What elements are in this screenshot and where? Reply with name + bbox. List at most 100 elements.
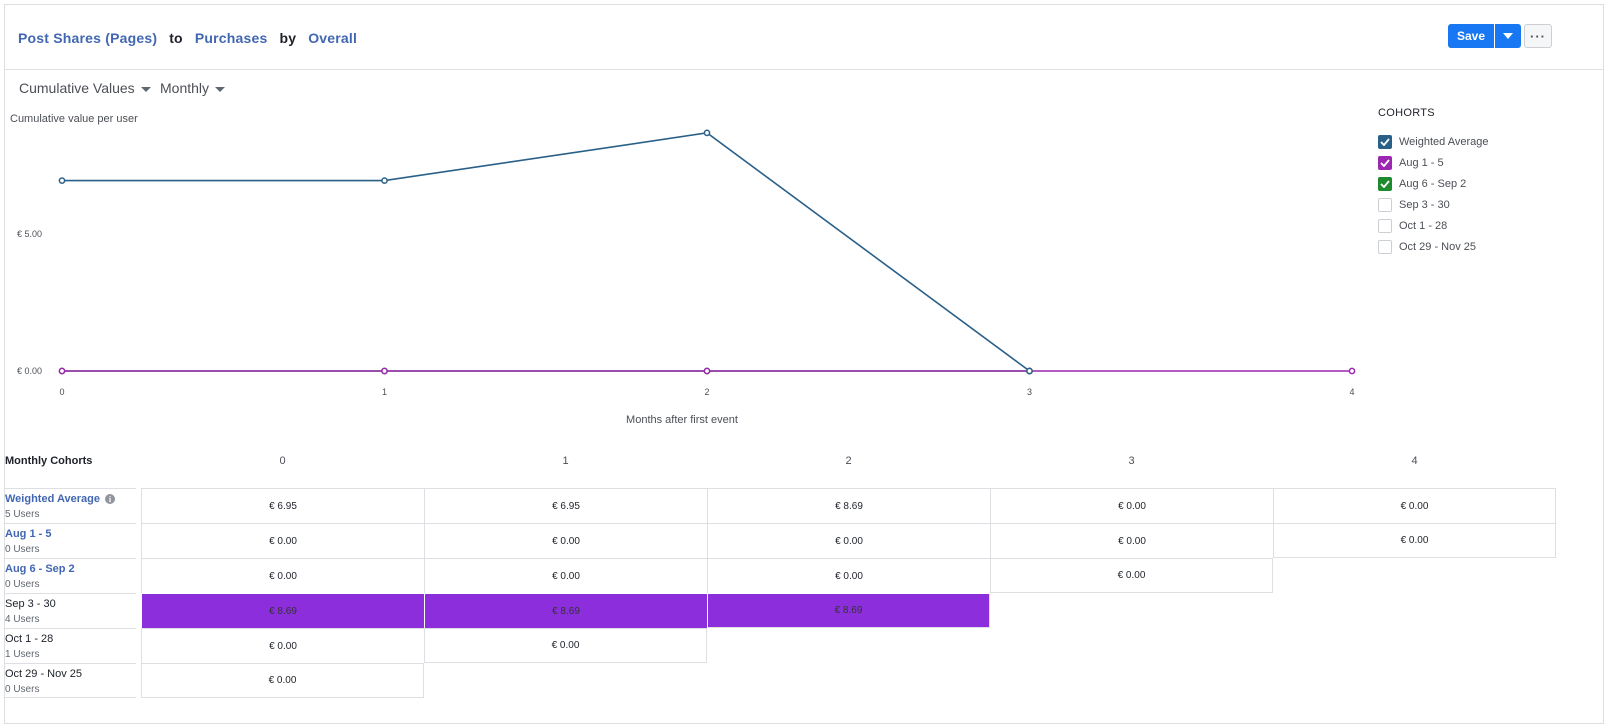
x-tick-label: 4 [1349,387,1354,397]
table-column-header: 4 [1411,455,1418,467]
cohort-name[interactable]: Aug 6 - Sep 2 [5,563,75,575]
cohort-user-count: 5 Users [5,509,40,520]
table-row-label[interactable]: Aug 1 - 5 0 Users [5,523,136,558]
x-tick-label: 0 [59,387,64,397]
table-row-label: Oct 1 - 28 1 Users [5,628,136,663]
table-column-header: 1 [562,455,569,467]
interval-label: Monthly [160,80,210,96]
table-row-label: Sep 3 - 30 4 Users [5,593,136,628]
table-cell: € 0.00 [141,663,424,698]
cohort-user-count: 4 Users [5,614,40,625]
x-axis-title: Months after first event [626,414,738,426]
data-point-aug-1-5[interactable] [58,367,66,375]
legend-checkbox[interactable] [1378,176,1392,191]
table-column-header: 3 [1128,455,1135,467]
legend-label: Sep 3 - 30 [1399,198,1450,211]
legend-label: Oct 29 - Nov 25 [1399,240,1477,253]
table-column-header: 0 [279,455,286,467]
x-tick-label: 2 [704,387,709,397]
table-cell: € 0.00 [141,628,424,663]
y-tick-label: € 5.00 [17,229,42,239]
save-button[interactable]: Save [1448,24,1494,48]
legend-item[interactable]: Aug 1 - 5 [1378,152,1489,173]
table-row-label[interactable]: Weighted Average i 5 Users [5,488,136,523]
legend-item[interactable]: Weighted Average [1378,131,1489,152]
table-cell: € 0.00 [141,523,424,558]
table-column-header: 2 [845,455,852,467]
chevron-down-icon [140,86,151,92]
report-header: Post Shares (Pages) to Purchases by Overall … [5,5,1603,70]
table-cell: € 8.69 [707,488,990,523]
cohort-user-count: 0 Users [5,544,40,555]
more-options-button[interactable]: ··· [1524,24,1552,48]
legend-checkbox[interactable] [1378,155,1392,170]
legend-item[interactable]: Oct 29 - Nov 25 [1378,236,1489,257]
legend-title: COHORTS [1378,107,1435,119]
x-tick-label: 1 [382,387,387,397]
table-row-label: Oct 29 - Nov 25 0 Users [5,663,136,698]
table-cell: € 8.69 [424,593,707,628]
legend-item[interactable]: Sep 3 - 30 [1378,194,1489,215]
value-mode-dropdown[interactable]: Cumulative Values [19,80,151,96]
table-cell: € 0.00 [707,523,990,558]
legend-label: Oct 1 - 28 [1399,219,1448,232]
cohort-name[interactable]: Aug 1 - 5 [5,528,52,540]
y-tick-label: € 0.00 [17,366,42,376]
legend-label: Weighted Average [1399,135,1489,148]
legend-item[interactable]: Oct 1 - 28 [1378,215,1489,236]
cohort-user-count: 0 Users [5,579,40,590]
legend-checkbox[interactable] [1378,218,1392,233]
cohort-user-count: 1 Users [5,649,40,660]
table-header-label: Monthly Cohorts [5,455,93,467]
table-cell: € 0.00 [990,488,1273,523]
table-cell: € 0.00 [1273,523,1556,558]
legend-checkbox[interactable] [1378,239,1392,254]
legend-checkbox[interactable] [1378,197,1392,212]
table-cell: € 8.69 [707,593,990,628]
table-cell: € 0.00 [707,558,990,593]
table-cell: € 8.69 [141,593,424,628]
table-cell: € 0.00 [990,558,1273,593]
info-icon[interactable]: i [104,494,115,505]
table-cell: € 0.00 [990,523,1273,558]
cohort-legend: COHORTS Weighted Average Aug 1 - 5 Aug 6 -… [1378,107,1489,257]
data-point-aug-1-5[interactable] [1348,367,1356,375]
checkmark-icon [1380,179,1390,188]
y-axis-title: Cumulative value per user [10,113,138,125]
data-point-weighted-average[interactable] [703,129,711,137]
legend-label: Aug 1 - 5 [1399,156,1444,169]
table-cell: € 0.00 [424,523,707,558]
save-options-button[interactable] [1495,24,1521,48]
chevron-down-icon [1503,33,1513,39]
cohort-name: Oct 1 - 28 [5,633,54,645]
table-cell: € 6.95 [141,488,424,523]
table-cell: € 0.00 [424,558,707,593]
table-row-label[interactable]: Aug 6 - Sep 2 0 Users [5,558,136,593]
series-line-weighted-average [62,132,1030,372]
table-cell: € 0.00 [424,628,707,663]
event2-selector[interactable]: Purchases [194,30,268,46]
checkmark-icon [1380,158,1390,167]
data-point-weighted-average[interactable] [1026,367,1033,375]
cohort-name[interactable]: Weighted Average i [5,493,115,505]
cohort-name: Sep 3 - 30 [5,598,56,610]
table-cell: € 0.00 [141,558,424,593]
breakdown-selector[interactable]: Overall [308,30,358,46]
query-summary: Post Shares (Pages) to Purchases by Overall [18,30,357,46]
legend-checkbox[interactable] [1378,134,1392,149]
checkmark-icon [1380,137,1390,146]
cohort-line-chart: Cumulative value per user € 5.00 € 0.00 0… [10,113,1356,426]
chevron-down-icon [215,86,226,92]
interval-dropdown[interactable]: Monthly [160,80,226,96]
data-point-aug-1-5[interactable] [703,367,711,375]
value-mode-label: Cumulative Values [19,80,135,96]
data-point-weighted-average[interactable] [381,177,388,184]
cohort-user-count: 0 Users [5,684,40,695]
by-label: by [279,30,297,46]
event1-selector[interactable]: Post Shares (Pages) [18,30,158,46]
data-point-aug-1-5[interactable] [381,367,388,375]
legend-item[interactable]: Aug 6 - Sep 2 [1378,173,1489,194]
data-point-weighted-average[interactable] [58,177,66,184]
cohort-name: Oct 29 - Nov 25 [5,668,83,680]
x-tick-label: 3 [1027,387,1032,397]
